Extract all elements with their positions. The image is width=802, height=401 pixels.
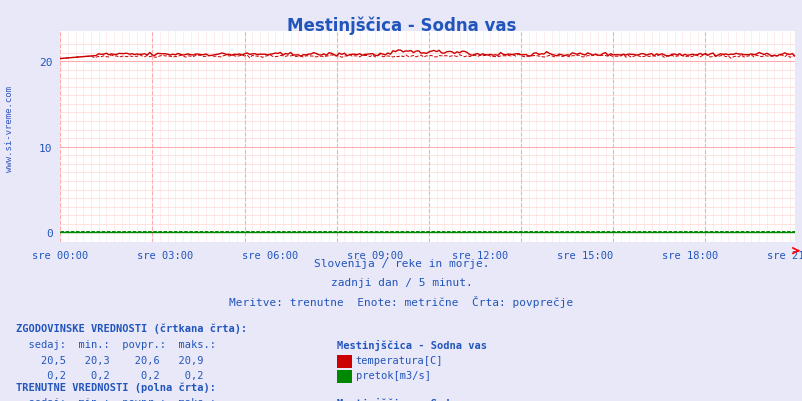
Text: Mestinjščica - Sodna vas: Mestinjščica - Sodna vas [337,339,487,350]
Text: Mestinjščica - Sodna vas: Mestinjščica - Sodna vas [337,397,487,401]
Text: temperatura[C]: temperatura[C] [355,355,443,365]
Text: sedaj:  min.:  povpr.:  maks.:: sedaj: min.: povpr.: maks.: [16,339,216,349]
Text: zadnji dan / 5 minut.: zadnji dan / 5 minut. [330,277,472,287]
Text: Meritve: trenutne  Enote: metrične  Črta: povprečje: Meritve: trenutne Enote: metrične Črta: … [229,296,573,308]
Text: Mestinjščica - Sodna vas: Mestinjščica - Sodna vas [286,16,516,34]
Text: Slovenija / reke in morje.: Slovenija / reke in morje. [314,258,488,268]
Text: www.si-vreme.com: www.si-vreme.com [5,85,14,171]
Text: TRENUTNE VREDNOSTI (polna črta):: TRENUTNE VREDNOSTI (polna črta): [16,382,216,392]
Text: sedaj:  min.:  povpr.:  maks.:: sedaj: min.: povpr.: maks.: [16,397,216,401]
Text: pretok[m3/s]: pretok[m3/s] [355,370,430,380]
Text: ZGODOVINSKE VREDNOSTI (črtkana črta):: ZGODOVINSKE VREDNOSTI (črtkana črta): [16,323,247,333]
Text: 20,5   20,3    20,6   20,9: 20,5 20,3 20,6 20,9 [16,355,203,365]
Text: 0,2    0,2     0,2    0,2: 0,2 0,2 0,2 0,2 [16,370,203,380]
